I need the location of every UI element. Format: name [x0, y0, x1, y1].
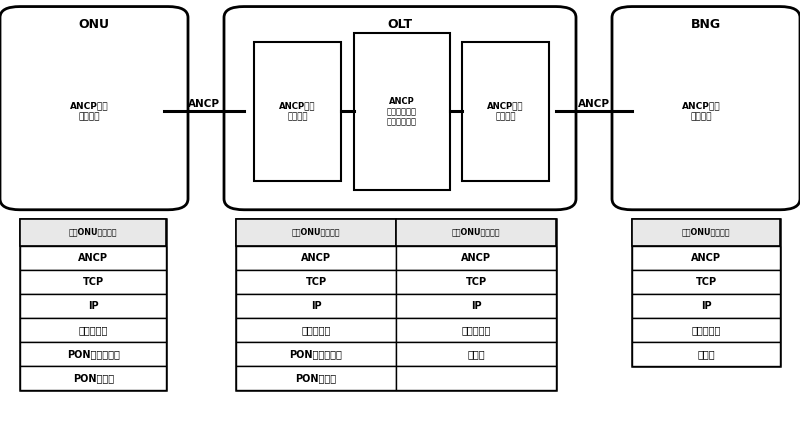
Bar: [354, 33, 450, 190]
Bar: [396, 294, 556, 318]
Bar: [20, 318, 166, 342]
Text: ANCP控制
功能模块: ANCP控制 功能模块: [682, 102, 720, 121]
Bar: [236, 270, 396, 294]
Bar: [20, 342, 166, 366]
Text: ANCP: ANCP: [461, 253, 491, 263]
Text: TCP: TCP: [306, 277, 326, 287]
Text: 多个ONU配置数据: 多个ONU配置数据: [682, 228, 730, 236]
Bar: [236, 366, 396, 390]
Text: IP: IP: [470, 301, 482, 311]
Text: 单个ONU配置数据: 单个ONU配置数据: [69, 228, 118, 236]
Text: PON物理层: PON物理层: [295, 373, 337, 383]
Bar: [632, 246, 780, 270]
Text: ANCP: ANCP: [578, 99, 610, 109]
Bar: [20, 270, 166, 294]
Bar: [38, 42, 141, 181]
Text: PON物理层: PON物理层: [73, 373, 114, 383]
Bar: [632, 318, 780, 342]
Bar: [632, 218, 780, 366]
Text: ANCP受控
功能模块: ANCP受控 功能模块: [70, 102, 109, 121]
Text: 链路层: 链路层: [697, 349, 715, 359]
Bar: [396, 318, 556, 342]
Bar: [632, 218, 780, 246]
Bar: [20, 218, 166, 390]
Text: 链路层: 链路层: [467, 349, 485, 359]
Text: 数据链路层: 数据链路层: [691, 325, 721, 335]
Bar: [236, 246, 396, 270]
Bar: [20, 366, 166, 390]
Text: 数据链路层: 数据链路层: [462, 325, 490, 335]
Bar: [396, 246, 556, 270]
Text: TCP: TCP: [82, 277, 104, 287]
Text: ANCP控制
功能模块: ANCP控制 功能模块: [279, 102, 316, 121]
Bar: [20, 294, 166, 318]
Bar: [632, 270, 780, 294]
Text: ANCP: ANCP: [188, 99, 220, 109]
Bar: [650, 42, 752, 181]
Text: 数据链路层: 数据链路层: [302, 325, 330, 335]
Bar: [632, 294, 780, 318]
Bar: [462, 42, 549, 181]
Bar: [236, 342, 396, 366]
Bar: [632, 342, 780, 366]
Text: ANCP: ANCP: [301, 253, 331, 263]
Text: ANCP受控
功能模块: ANCP受控 功能模块: [487, 102, 524, 121]
Text: ANCP
配置报文拆分
合并功能模块: ANCP 配置报文拆分 合并功能模块: [386, 97, 417, 126]
Bar: [396, 366, 556, 390]
Text: BNG: BNG: [690, 17, 721, 31]
Text: TCP: TCP: [466, 277, 486, 287]
Bar: [20, 218, 166, 246]
Text: IP: IP: [88, 301, 98, 311]
Bar: [20, 246, 166, 270]
Bar: [236, 218, 396, 246]
Text: ANCP: ANCP: [691, 253, 721, 263]
Bar: [254, 42, 341, 181]
Bar: [236, 318, 396, 342]
Text: 多个ONU配置数据: 多个ONU配置数据: [452, 228, 500, 236]
Text: PON传输汇聚层: PON传输汇聚层: [290, 349, 342, 359]
Bar: [236, 218, 556, 390]
Text: TCP: TCP: [695, 277, 717, 287]
Text: 数据链路层: 数据链路层: [78, 325, 108, 335]
Text: 单个ONU配置数据: 单个ONU配置数据: [292, 228, 340, 236]
FancyBboxPatch shape: [612, 7, 800, 210]
Bar: [396, 218, 556, 246]
FancyBboxPatch shape: [0, 7, 188, 210]
Bar: [396, 270, 556, 294]
Text: ONU: ONU: [78, 17, 109, 31]
Text: IP: IP: [310, 301, 322, 311]
Text: IP: IP: [701, 301, 711, 311]
Bar: [236, 294, 396, 318]
FancyBboxPatch shape: [224, 7, 576, 210]
Text: OLT: OLT: [387, 17, 413, 31]
Bar: [396, 342, 556, 366]
Text: ANCP: ANCP: [78, 253, 108, 263]
Text: PON传输汇聚层: PON传输汇聚层: [66, 349, 120, 359]
